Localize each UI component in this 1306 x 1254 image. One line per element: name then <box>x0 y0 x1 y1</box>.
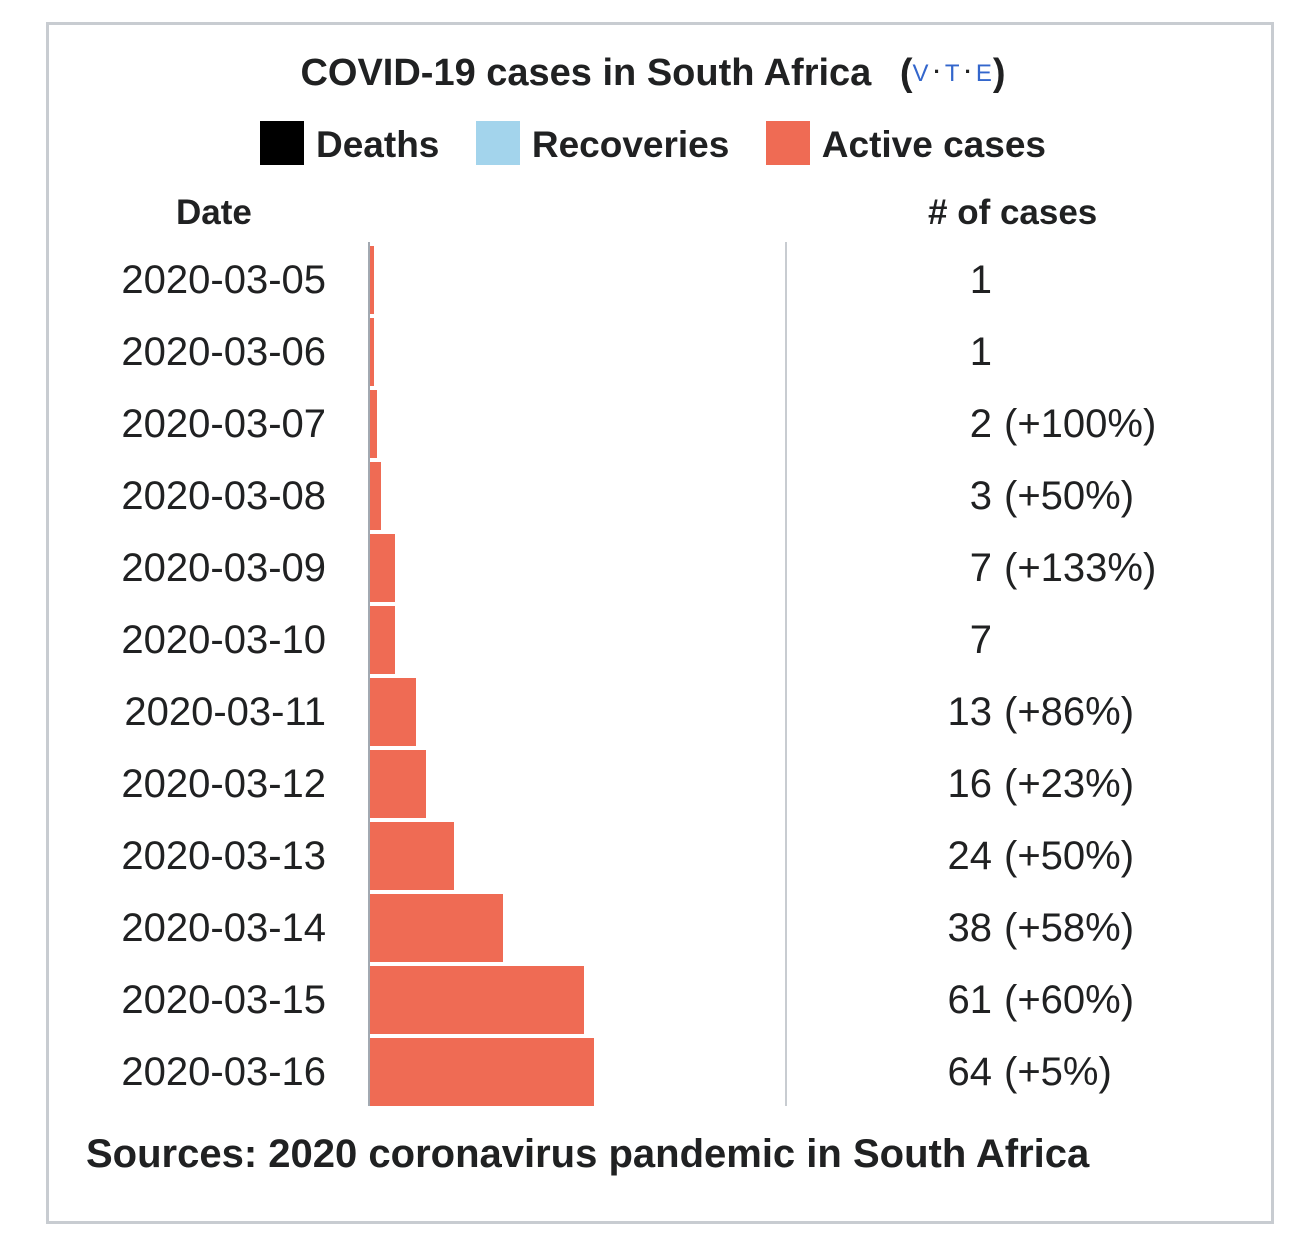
chart-row: 2020-03-14 38 (+58%) <box>0 892 1306 964</box>
bar-active-cases <box>370 462 381 530</box>
row-case-change: (+5%) <box>1004 1050 1112 1094</box>
vte-talk-link[interactable]: T <box>944 60 961 87</box>
row-date-label: 2020-03-13 <box>121 834 326 878</box>
row-date-label: 2020-03-14 <box>121 906 326 950</box>
row-case-number: 2 <box>969 402 992 446</box>
chart-frame <box>46 22 1274 1224</box>
row-case-number: 7 <box>969 546 992 590</box>
row-case-count: 13 (+86%) <box>924 690 1135 735</box>
chart-row: 2020-03-06 1 <box>0 316 1306 388</box>
row-case-change: (+58%) <box>1004 906 1135 950</box>
chart-row: 2020-03-15 61 (+60%) <box>0 964 1306 1036</box>
row-date-label: 2020-03-15 <box>121 978 326 1022</box>
row-case-change: (+50%) <box>1004 834 1135 878</box>
bar-active-cases <box>370 606 395 674</box>
chart-row: 2020-03-07 2 (+100%) <box>0 388 1306 460</box>
chart-row: 2020-03-16 64 (+5%) <box>0 1036 1306 1108</box>
row-case-count: 38 (+58%) <box>924 906 1135 951</box>
row-case-number: 64 <box>947 1050 993 1094</box>
bar-axis-line <box>368 242 370 1106</box>
legend-item-active: Active cases <box>765 121 1046 169</box>
row-case-number: 16 <box>947 762 993 806</box>
row-case-change: (+100%) <box>1004 402 1157 446</box>
row-case-number: 7 <box>969 618 992 662</box>
vte-close-paren: ) <box>992 52 1006 94</box>
chart-row: 2020-03-09 7 (+133%) <box>0 532 1306 604</box>
sources-note: Sources: 2020 coronavirus pandemic in So… <box>86 1132 1090 1176</box>
row-case-number: 1 <box>969 330 992 374</box>
row-case-count: 1 <box>924 258 1004 303</box>
row-case-number: 13 <box>947 690 993 734</box>
bar-active-cases <box>370 894 503 962</box>
row-case-count: 3 (+50%) <box>924 474 1134 519</box>
bar-active-cases <box>370 678 416 746</box>
row-case-count: 16 (+23%) <box>924 762 1135 807</box>
vte-separator: · <box>933 59 941 84</box>
row-case-count: 64 (+5%) <box>924 1050 1112 1095</box>
row-case-change: (+23%) <box>1004 762 1135 806</box>
legend-swatch-recoveries <box>475 121 520 166</box>
column-header-cases: # of cases <box>928 193 1098 232</box>
chart-title-row: COVID-19 cases in South Africa (V · T · E) <box>0 52 1306 95</box>
chart-row: 2020-03-11 13 (+86%) <box>0 676 1306 748</box>
legend-label-deaths: Deaths <box>316 124 440 165</box>
chart-title: COVID-19 cases in South Africa <box>300 52 872 94</box>
bar-active-cases <box>370 822 454 890</box>
bar-active-cases <box>370 1038 594 1106</box>
row-case-number: 61 <box>947 978 993 1022</box>
row-date-label: 2020-03-09 <box>121 546 326 590</box>
bar-active-cases <box>370 246 374 314</box>
row-date-label: 2020-03-11 <box>124 690 326 734</box>
row-date-label: 2020-03-12 <box>121 762 326 806</box>
row-case-change: (+133%) <box>1004 546 1157 590</box>
bar-active-cases <box>370 750 426 818</box>
legend-label-active: Active cases <box>821 124 1046 165</box>
chart-row: 2020-03-10 7 <box>0 604 1306 676</box>
row-case-count: 61 (+60%) <box>924 978 1135 1023</box>
chart-row: 2020-03-13 24 (+50%) <box>0 820 1306 892</box>
legend-swatch-active <box>765 121 810 166</box>
row-date-label: 2020-03-10 <box>121 618 326 662</box>
vte-separator: · <box>964 59 972 84</box>
vte-links: (V · T · E) <box>900 52 1006 94</box>
legend-label-recoveries: Recoveries <box>531 124 730 165</box>
bar-active-cases <box>370 318 374 386</box>
vte-view-link[interactable]: V <box>912 60 930 87</box>
row-case-number: 3 <box>969 474 992 518</box>
row-case-number: 1 <box>969 258 992 302</box>
row-date-label: 2020-03-05 <box>121 258 326 302</box>
bar-area-right-border <box>785 242 787 1106</box>
row-case-count: 24 (+50%) <box>924 834 1135 879</box>
row-case-change: (+50%) <box>1004 474 1135 518</box>
row-case-count: 1 <box>924 330 1004 375</box>
chart-row: 2020-03-05 1 <box>0 244 1306 316</box>
row-date-label: 2020-03-08 <box>121 474 326 518</box>
legend: Deaths Recoveries Active cases <box>0 121 1306 169</box>
legend-swatch-deaths <box>260 121 304 166</box>
row-date-label: 2020-03-06 <box>121 330 326 374</box>
vte-open-paren: ( <box>899 52 913 94</box>
row-date-label: 2020-03-16 <box>121 1050 326 1094</box>
legend-item-deaths: Deaths <box>260 121 440 169</box>
legend-item-recoveries: Recoveries <box>475 121 730 169</box>
vte-edit-link[interactable]: E <box>975 60 993 87</box>
row-case-count: 2 (+100%) <box>924 402 1157 447</box>
row-case-count: 7 <box>924 618 1004 663</box>
bar-active-cases <box>370 534 395 602</box>
row-case-number: 24 <box>947 834 993 878</box>
bar-active-cases <box>370 966 584 1034</box>
row-case-count: 7 (+133%) <box>924 546 1157 591</box>
row-case-number: 38 <box>947 906 993 950</box>
row-case-change: (+86%) <box>1004 690 1135 734</box>
column-header-date: Date <box>176 193 252 232</box>
row-case-change: (+60%) <box>1004 978 1135 1022</box>
row-date-label: 2020-03-07 <box>121 402 326 446</box>
chart-row: 2020-03-08 3 (+50%) <box>0 460 1306 532</box>
chart-row: 2020-03-12 16 (+23%) <box>0 748 1306 820</box>
bar-active-cases <box>370 390 377 458</box>
